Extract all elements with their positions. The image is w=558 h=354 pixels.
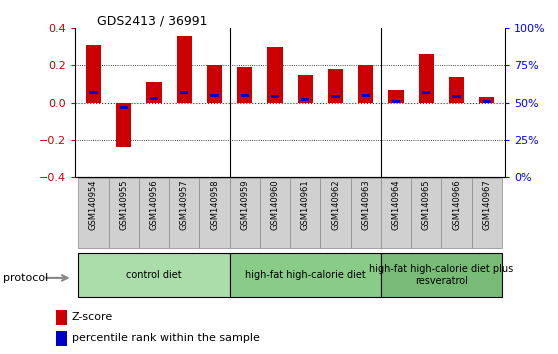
- Bar: [411, 178, 441, 248]
- Bar: [56, 331, 66, 346]
- Bar: [56, 310, 66, 325]
- Text: GSM140954: GSM140954: [89, 179, 98, 230]
- Bar: [240, 94, 249, 97]
- Text: GSM140957: GSM140957: [180, 179, 189, 230]
- Bar: [298, 75, 313, 103]
- Bar: [146, 82, 162, 103]
- Bar: [331, 95, 340, 98]
- Bar: [381, 178, 411, 248]
- Bar: [472, 178, 502, 248]
- Text: GSM140966: GSM140966: [452, 179, 461, 230]
- Bar: [301, 98, 310, 101]
- Bar: [483, 100, 491, 103]
- Text: GSM140962: GSM140962: [331, 179, 340, 230]
- Bar: [350, 178, 381, 248]
- Bar: [358, 65, 373, 103]
- Text: GSM140959: GSM140959: [240, 179, 249, 230]
- Text: GSM140963: GSM140963: [361, 179, 371, 230]
- Bar: [388, 90, 403, 103]
- Bar: [260, 178, 290, 248]
- Bar: [267, 47, 282, 103]
- Bar: [180, 91, 189, 94]
- Bar: [89, 91, 98, 94]
- Text: high-fat high-calorie diet plus
resveratrol: high-fat high-calorie diet plus resverat…: [369, 264, 513, 286]
- Bar: [230, 253, 381, 297]
- Text: GSM140967: GSM140967: [482, 179, 492, 230]
- Bar: [210, 94, 219, 97]
- Bar: [441, 178, 472, 248]
- Bar: [199, 178, 230, 248]
- Bar: [328, 69, 343, 103]
- Bar: [381, 253, 502, 297]
- Text: protocol: protocol: [3, 273, 48, 283]
- Bar: [230, 178, 260, 248]
- Bar: [392, 100, 400, 103]
- Bar: [320, 178, 350, 248]
- Text: control diet: control diet: [126, 270, 182, 280]
- Bar: [169, 178, 199, 248]
- Bar: [422, 91, 430, 94]
- Text: GSM140960: GSM140960: [271, 179, 280, 230]
- Bar: [479, 97, 494, 103]
- Text: GSM140955: GSM140955: [119, 179, 128, 230]
- Text: GDS2413 / 36991: GDS2413 / 36991: [97, 14, 208, 27]
- Bar: [119, 106, 128, 109]
- Bar: [237, 67, 252, 103]
- Text: GSM140958: GSM140958: [210, 179, 219, 230]
- Text: Z-score: Z-score: [71, 312, 113, 322]
- Bar: [86, 45, 101, 103]
- Bar: [207, 65, 222, 103]
- Bar: [453, 95, 461, 98]
- Bar: [418, 55, 434, 103]
- Text: percentile rank within the sample: percentile rank within the sample: [71, 333, 259, 343]
- Text: GSM140964: GSM140964: [392, 179, 401, 230]
- Text: high-fat high-calorie diet: high-fat high-calorie diet: [245, 270, 365, 280]
- Bar: [78, 178, 109, 248]
- Text: GSM140965: GSM140965: [422, 179, 431, 230]
- Bar: [139, 178, 169, 248]
- Bar: [271, 95, 279, 98]
- Bar: [449, 77, 464, 103]
- Bar: [362, 94, 370, 97]
- Bar: [78, 253, 230, 297]
- Bar: [290, 178, 320, 248]
- Text: GSM140961: GSM140961: [301, 179, 310, 230]
- Text: GSM140956: GSM140956: [150, 179, 158, 230]
- Bar: [109, 178, 139, 248]
- Bar: [116, 103, 131, 147]
- Bar: [177, 36, 192, 103]
- Bar: [150, 97, 158, 99]
